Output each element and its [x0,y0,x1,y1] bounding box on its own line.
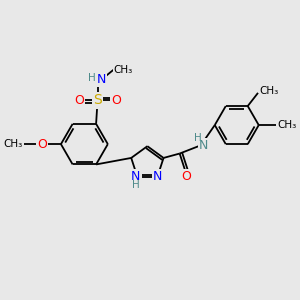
Text: H: H [194,133,202,143]
Text: N: N [131,170,141,183]
Text: O: O [74,94,84,107]
Text: N: N [153,170,162,183]
Text: S: S [93,93,102,107]
Text: H: H [132,180,140,190]
Text: CH₃: CH₃ [4,139,23,149]
Text: O: O [111,94,121,107]
Text: N: N [96,74,106,86]
Text: O: O [37,138,47,151]
Text: N: N [199,139,208,152]
Text: CH₃: CH₃ [278,120,297,130]
Text: CH₃: CH₃ [114,64,133,75]
Text: CH₃: CH₃ [260,85,279,95]
Text: O: O [181,170,191,184]
Text: H: H [88,73,96,82]
